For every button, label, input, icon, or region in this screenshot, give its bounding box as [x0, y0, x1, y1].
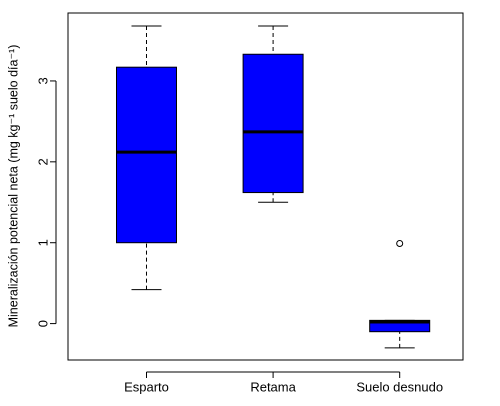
outlier [396, 240, 404, 248]
plot-frame [67, 12, 464, 361]
y-axis-label: Mineralización potencial neta (mg kg⁻¹ s… [6, 45, 20, 328]
x-tick-label: Esparto [124, 379, 169, 394]
x-tick-label: Suelo desnudo [356, 379, 443, 394]
y-tick-label: 1 [35, 239, 50, 246]
y-tick-label: 3 [35, 77, 50, 84]
y-tick-label: 2 [35, 158, 50, 165]
box [369, 319, 431, 333]
box [115, 66, 177, 244]
x-tick-label: Retama [250, 379, 296, 394]
box [242, 53, 304, 194]
y-tick-label: 0 [35, 320, 50, 327]
